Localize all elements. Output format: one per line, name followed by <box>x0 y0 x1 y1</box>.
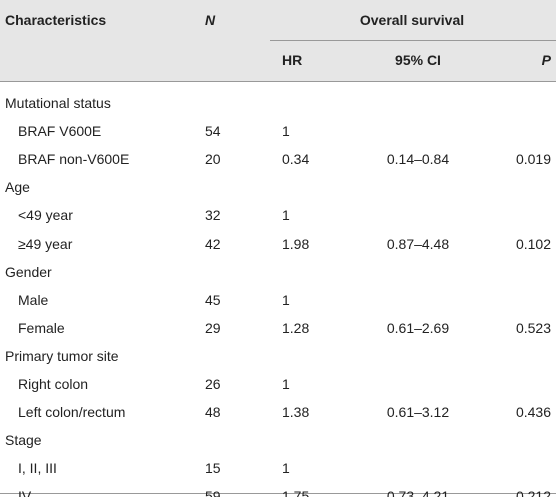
group-label: Primary tumor site <box>5 347 119 364</box>
header-rule <box>270 40 556 41</box>
group-label: Mutational status <box>5 95 111 111</box>
n-value: 15 <box>205 460 221 477</box>
n-value: 59 <box>205 488 221 497</box>
table-bottom-rule <box>0 493 556 494</box>
characteristic: Female <box>18 319 65 336</box>
p-value: 0.212 <box>515 488 551 497</box>
header-bottom-rule <box>0 81 556 82</box>
p-value: 0.436 <box>515 404 551 421</box>
n-value: 20 <box>205 151 221 168</box>
header-cell: N <box>205 12 216 28</box>
n-value: 32 <box>205 207 221 224</box>
n-value: 48 <box>205 404 221 421</box>
characteristic: BRAF V600E <box>18 123 102 140</box>
hr-value: 1 <box>282 376 290 392</box>
header-cell: P <box>541 52 551 68</box>
n-value: 29 <box>205 319 221 336</box>
hr-value: 1 <box>282 123 290 140</box>
header-cell: 95% CI <box>395 52 441 68</box>
characteristic: IV <box>18 488 32 497</box>
ci-value: 0.61–3.12 <box>386 404 450 421</box>
p-value: 0.523 <box>515 319 551 336</box>
n-value: 26 <box>205 376 221 392</box>
p-value: 0.019 <box>515 151 551 168</box>
hr-value: 1.28 <box>282 319 310 336</box>
hr-value: 0.34 <box>282 151 310 168</box>
n-value: 42 <box>205 235 221 252</box>
ci-value: 0.73–4.21 <box>386 488 450 497</box>
hr-value: 1 <box>282 460 290 477</box>
header-cell: Characteristics <box>5 12 107 28</box>
header-cell: HR <box>282 52 303 68</box>
characteristic: ≥49 year <box>18 235 73 252</box>
characteristic: BRAF non-V600E <box>18 151 130 168</box>
characteristic: <49 year <box>18 207 73 224</box>
ci-value: 0.14–0.84 <box>386 151 450 168</box>
characteristic: Right colon <box>18 376 89 392</box>
group-label: Age <box>5 179 30 196</box>
hr-value: 1 <box>282 291 290 308</box>
characteristic: Male <box>18 291 49 308</box>
hr-value: 1.38 <box>282 404 310 421</box>
characteristic: Left colon/rectum <box>18 404 126 421</box>
hr-value: 1 <box>282 207 290 224</box>
characteristic: I, II, III <box>18 460 57 477</box>
p-value: 0.102 <box>515 235 551 252</box>
ci-value: 0.87–4.48 <box>386 235 450 252</box>
group-label: Gender <box>5 263 52 280</box>
hr-value: 1.98 <box>282 235 310 252</box>
ci-value: 0.61–2.69 <box>386 319 450 336</box>
header-cell: Overall survival <box>359 12 465 28</box>
group-label: Stage <box>5 432 42 449</box>
n-value: 54 <box>205 123 221 140</box>
n-value: 45 <box>205 291 221 308</box>
hr-value: 1.75 <box>282 488 310 497</box>
